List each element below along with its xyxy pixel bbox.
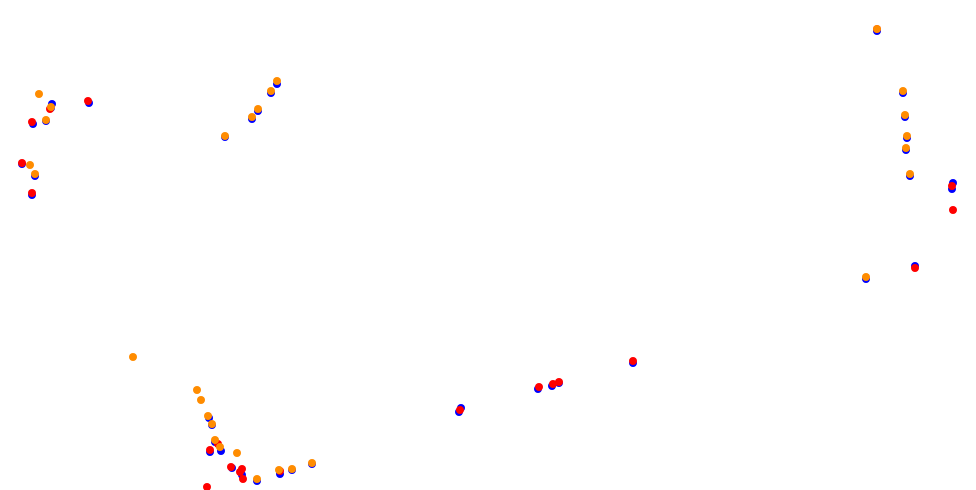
data-point <box>211 436 219 444</box>
data-point <box>236 468 244 476</box>
data-point <box>253 475 261 483</box>
data-point <box>629 357 637 365</box>
data-point <box>206 446 214 454</box>
data-point <box>233 449 241 457</box>
data-point <box>129 353 137 361</box>
data-point <box>308 459 316 467</box>
data-point <box>273 77 281 85</box>
data-point <box>35 90 43 98</box>
data-point <box>901 111 909 119</box>
series-2 <box>26 25 914 483</box>
data-point <box>906 170 914 178</box>
data-point <box>204 412 212 420</box>
data-point <box>193 386 201 394</box>
data-point <box>903 132 911 140</box>
data-point <box>949 206 957 214</box>
data-point <box>535 383 543 391</box>
data-point <box>948 182 956 190</box>
data-point <box>216 443 224 451</box>
data-point <box>911 264 919 272</box>
data-point <box>456 406 464 414</box>
data-point <box>267 87 275 95</box>
data-point <box>275 466 283 474</box>
data-point <box>288 465 296 473</box>
data-point <box>47 103 55 111</box>
data-point <box>902 144 910 152</box>
data-point <box>26 161 34 169</box>
data-point <box>862 273 870 281</box>
data-point <box>555 378 563 386</box>
data-point <box>873 25 881 33</box>
data-point <box>227 463 235 471</box>
data-point <box>18 159 26 167</box>
data-point <box>221 132 229 140</box>
data-point <box>197 396 205 404</box>
data-point <box>28 189 36 197</box>
data-point <box>31 170 39 178</box>
data-point <box>208 420 216 428</box>
data-point <box>899 87 907 95</box>
data-point <box>84 97 92 105</box>
data-point <box>248 113 256 121</box>
points-layer <box>18 25 957 490</box>
data-point <box>203 483 211 490</box>
data-point <box>28 118 36 126</box>
data-point <box>239 475 247 483</box>
data-point <box>254 105 262 113</box>
data-point <box>42 116 50 124</box>
